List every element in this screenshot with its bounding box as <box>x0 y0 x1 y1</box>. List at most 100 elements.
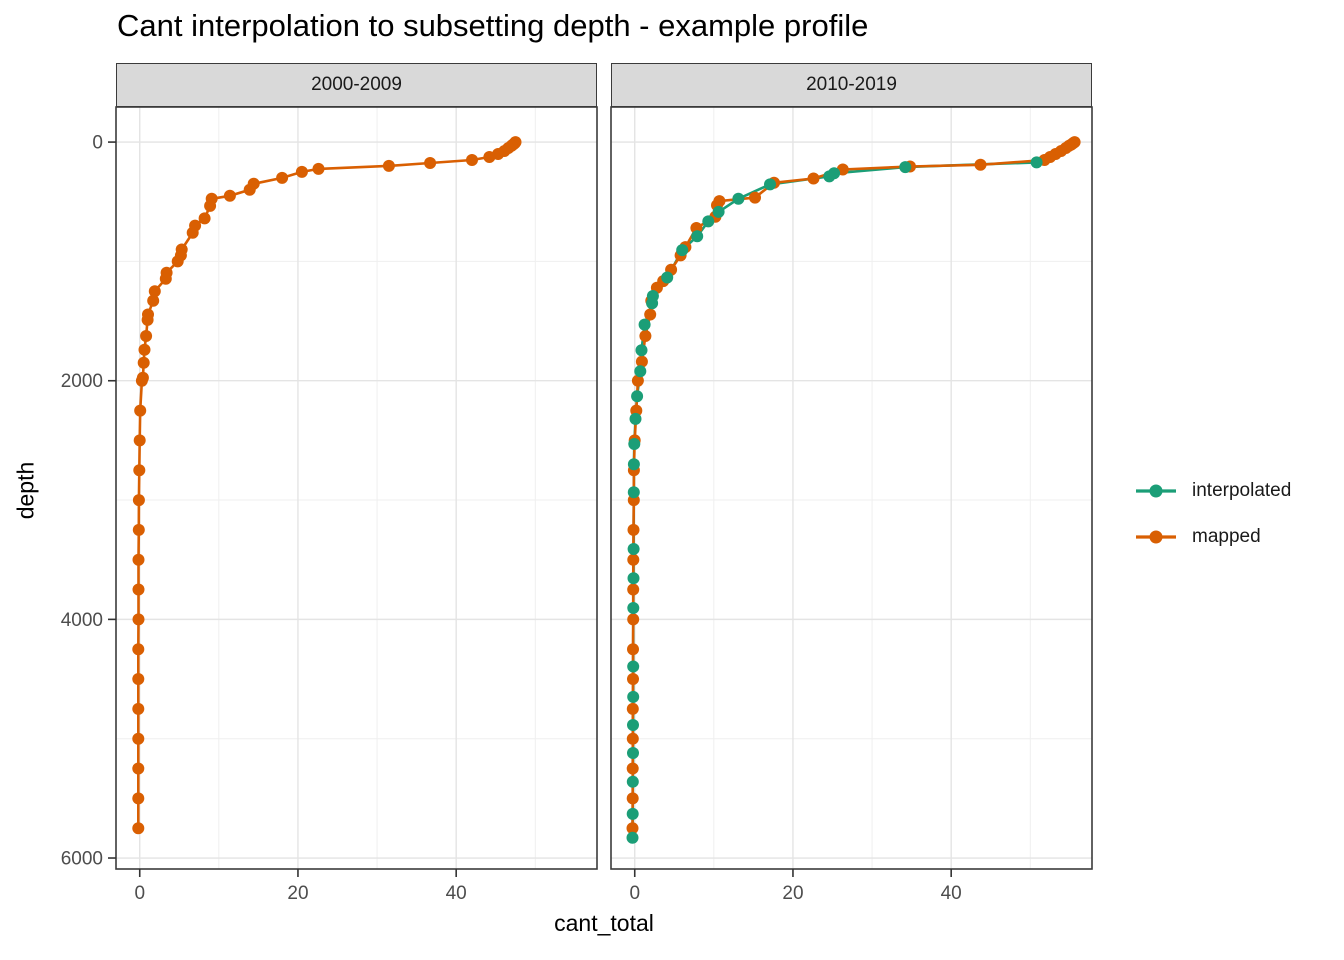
data-point <box>132 643 145 656</box>
mapped-points <box>626 136 1081 835</box>
data-point <box>627 747 639 759</box>
legend-label-interpolated: interpolated <box>1192 480 1292 501</box>
x-axis-title: cant_total <box>554 910 654 936</box>
data-point <box>635 355 648 368</box>
data-point <box>382 159 395 172</box>
x-tick-label: 40 <box>941 883 962 904</box>
y-axis-title: depth <box>12 461 39 520</box>
data-point <box>147 294 160 307</box>
data-point <box>132 553 145 566</box>
data-point <box>148 285 161 298</box>
data-point <box>466 154 478 166</box>
data-point <box>133 434 146 447</box>
data-point <box>627 660 640 673</box>
data-point <box>635 344 648 357</box>
data-point <box>132 702 145 715</box>
interpolated-points <box>626 156 1043 844</box>
facet-strip-2000-2009: 2000-2009 <box>116 63 597 107</box>
facet-strip-label: 2010-2019 <box>806 74 897 95</box>
data-point <box>243 183 256 196</box>
data-point <box>132 822 145 835</box>
data-point <box>626 702 639 715</box>
data-point <box>483 151 496 163</box>
data-point <box>132 673 145 685</box>
data-point <box>140 330 153 342</box>
data-point <box>134 404 147 417</box>
data-point <box>132 792 145 805</box>
data-point <box>749 191 761 204</box>
data-point <box>295 165 308 178</box>
data-point <box>628 438 641 450</box>
data-point <box>276 171 289 184</box>
data-point <box>627 719 639 731</box>
data-point <box>626 732 639 745</box>
data-point <box>626 831 639 844</box>
data-point <box>634 365 647 378</box>
data-point <box>627 458 640 471</box>
y-tick-label: 2000 <box>61 371 103 392</box>
data-point <box>627 543 640 555</box>
data-point <box>132 523 145 536</box>
data-point <box>135 374 148 387</box>
data-point <box>823 170 836 183</box>
data-point <box>631 374 644 387</box>
data-point <box>629 412 642 425</box>
data-point <box>712 205 725 218</box>
data-point <box>132 583 145 596</box>
data-point <box>171 255 184 268</box>
data-point <box>132 762 145 775</box>
data-point <box>141 313 154 326</box>
legend-key-interpolated-icon <box>1136 484 1176 498</box>
data-point <box>627 553 640 566</box>
data-point <box>133 464 146 477</box>
data-point <box>132 613 145 626</box>
y-tick-label: 0 <box>92 133 103 154</box>
data-point <box>639 330 652 342</box>
data-point <box>631 390 644 403</box>
data-point <box>974 158 987 171</box>
data-point <box>138 343 151 356</box>
data-point <box>626 792 639 805</box>
data-point <box>638 318 651 331</box>
data-point <box>132 494 145 507</box>
x-tick-label: 20 <box>287 883 308 904</box>
data-point <box>691 230 704 243</box>
data-point <box>646 297 659 310</box>
data-point <box>627 583 640 596</box>
panel-2010-2019 <box>610 106 1093 870</box>
data-point <box>899 161 912 174</box>
data-point <box>424 157 437 169</box>
data-point <box>186 226 199 239</box>
data-point <box>627 523 640 536</box>
data-point <box>137 356 150 369</box>
mapped-points <box>132 136 522 835</box>
data-point <box>807 172 820 185</box>
facet-strip-label: 2000-2009 <box>311 74 402 95</box>
chart-title: Cant interpolation to subsetting depth -… <box>117 8 869 43</box>
data-point <box>198 212 211 225</box>
data-point <box>627 643 639 656</box>
data-point <box>627 673 639 685</box>
y-tick-label: 6000 <box>61 849 103 870</box>
legend-item-interpolated: interpolated <box>1134 468 1291 514</box>
y-tick-label: 4000 <box>61 610 103 631</box>
data-point <box>159 272 172 285</box>
x-tick-label: 20 <box>782 883 803 904</box>
data-point <box>223 189 236 202</box>
data-point <box>627 486 640 499</box>
data-point <box>312 162 325 175</box>
data-point <box>204 199 217 212</box>
x-tick-label: 40 <box>446 883 467 904</box>
legend: interpolated mapped <box>1134 468 1291 560</box>
data-point <box>626 807 639 820</box>
data-point <box>644 308 657 321</box>
panel-2000-2009 <box>115 106 598 870</box>
legend-label-mapped: mapped <box>1192 526 1261 547</box>
data-point <box>627 613 640 626</box>
data-point <box>626 775 639 788</box>
data-point <box>627 690 640 703</box>
data-point <box>626 762 639 775</box>
data-point <box>626 822 639 835</box>
data-point <box>1030 156 1043 169</box>
data-point <box>627 602 640 614</box>
